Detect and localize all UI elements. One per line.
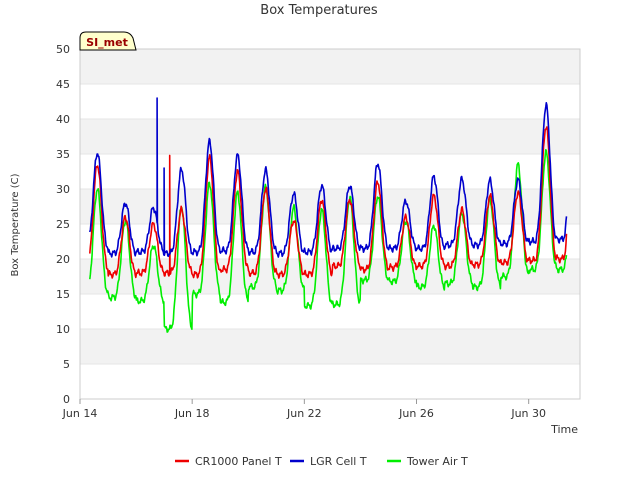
series-line-cr1000-panel-t xyxy=(89,126,568,279)
legend-item: CR1000 Panel T xyxy=(175,455,282,468)
grid-band xyxy=(80,49,580,84)
series-line-lgr-cell-t xyxy=(89,97,568,258)
y-tick-label: 20 xyxy=(56,253,70,266)
x-axis-label: Time xyxy=(550,423,578,436)
series-line-tower-air-t xyxy=(89,149,568,333)
y-tick-label: 40 xyxy=(56,113,70,126)
chart-title: Box Temperatures xyxy=(260,3,378,18)
x-tick-label: Jun 22 xyxy=(286,407,322,420)
y-tick-label: 50 xyxy=(56,43,70,56)
y-axis: 0 5 10 15 20 25 30 35 40 45 50 xyxy=(56,43,70,406)
legend-label: LGR Cell T xyxy=(310,455,367,468)
x-axis: Jun 14 Jun 18 Jun 22 Jun 26 Jun 30 xyxy=(62,399,546,420)
y-tick-label: 0 xyxy=(63,393,70,406)
site-label: SI_met xyxy=(86,36,128,49)
grid-band xyxy=(80,189,580,224)
y-tick-label: 25 xyxy=(56,218,70,231)
x-tick-label: Jun 14 xyxy=(62,407,98,420)
grid-bands xyxy=(80,49,580,364)
y-tick-label: 45 xyxy=(56,78,70,91)
site-label-badge: SI_met xyxy=(79,31,137,51)
legend-label: Tower Air T xyxy=(406,455,468,468)
x-tick-label: Jun 30 xyxy=(510,407,546,420)
x-tick-label: Jun 26 xyxy=(398,407,434,420)
series-layer xyxy=(89,97,568,333)
x-tick-label: Jun 18 xyxy=(174,407,210,420)
plot-frame xyxy=(79,48,581,400)
legend-item: LGR Cell T xyxy=(290,455,367,468)
grid-band xyxy=(80,329,580,364)
legend-label: CR1000 Panel T xyxy=(195,455,282,468)
legend: CR1000 Panel T LGR Cell T Tower Air T xyxy=(175,455,468,468)
y-tick-label: 10 xyxy=(56,323,70,336)
y-axis-label: Box Temperature (C) xyxy=(10,173,21,276)
y-tick-label: 15 xyxy=(56,288,70,301)
grid-band xyxy=(80,119,580,154)
legend-item: Tower Air T xyxy=(387,455,468,468)
y-tick-label: 30 xyxy=(56,183,70,196)
y-tick-label: 5 xyxy=(63,358,70,371)
y-tick-label: 35 xyxy=(56,148,70,161)
